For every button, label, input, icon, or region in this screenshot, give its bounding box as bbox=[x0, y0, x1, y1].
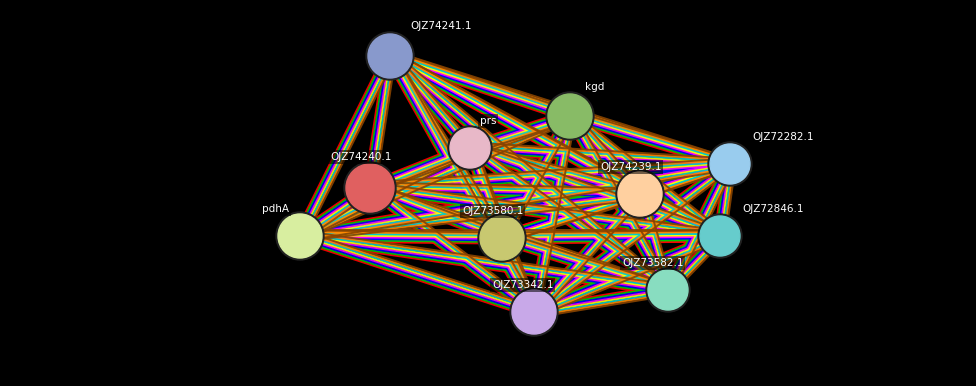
Circle shape bbox=[648, 270, 688, 310]
Text: OJZ73342.1: OJZ73342.1 bbox=[492, 280, 553, 290]
Circle shape bbox=[512, 290, 556, 334]
Circle shape bbox=[448, 126, 492, 170]
Circle shape bbox=[276, 212, 324, 260]
Circle shape bbox=[700, 216, 740, 256]
Text: OJZ72282.1: OJZ72282.1 bbox=[752, 132, 814, 142]
Circle shape bbox=[368, 34, 412, 78]
Text: OJZ72846.1: OJZ72846.1 bbox=[742, 204, 803, 214]
Text: pdhA: pdhA bbox=[262, 204, 289, 214]
Circle shape bbox=[618, 172, 662, 216]
Text: prs: prs bbox=[480, 116, 497, 126]
Text: OJZ73582.1: OJZ73582.1 bbox=[622, 258, 683, 268]
Circle shape bbox=[478, 214, 526, 262]
Text: OJZ74241.1: OJZ74241.1 bbox=[410, 21, 471, 31]
Circle shape bbox=[510, 288, 558, 336]
Circle shape bbox=[366, 32, 414, 80]
Circle shape bbox=[346, 164, 394, 212]
Circle shape bbox=[708, 142, 752, 186]
Circle shape bbox=[344, 162, 396, 214]
Text: kgd: kgd bbox=[585, 82, 604, 92]
Text: OJZ74240.1: OJZ74240.1 bbox=[330, 152, 391, 162]
Text: OJZ73580.1: OJZ73580.1 bbox=[462, 206, 523, 216]
Circle shape bbox=[546, 92, 594, 140]
Circle shape bbox=[710, 144, 750, 184]
Circle shape bbox=[548, 94, 592, 138]
Circle shape bbox=[480, 216, 524, 260]
Circle shape bbox=[616, 170, 664, 218]
Circle shape bbox=[450, 128, 490, 168]
Circle shape bbox=[278, 214, 322, 258]
Circle shape bbox=[646, 268, 690, 312]
Circle shape bbox=[698, 214, 742, 258]
Text: OJZ74239.1: OJZ74239.1 bbox=[600, 162, 662, 172]
